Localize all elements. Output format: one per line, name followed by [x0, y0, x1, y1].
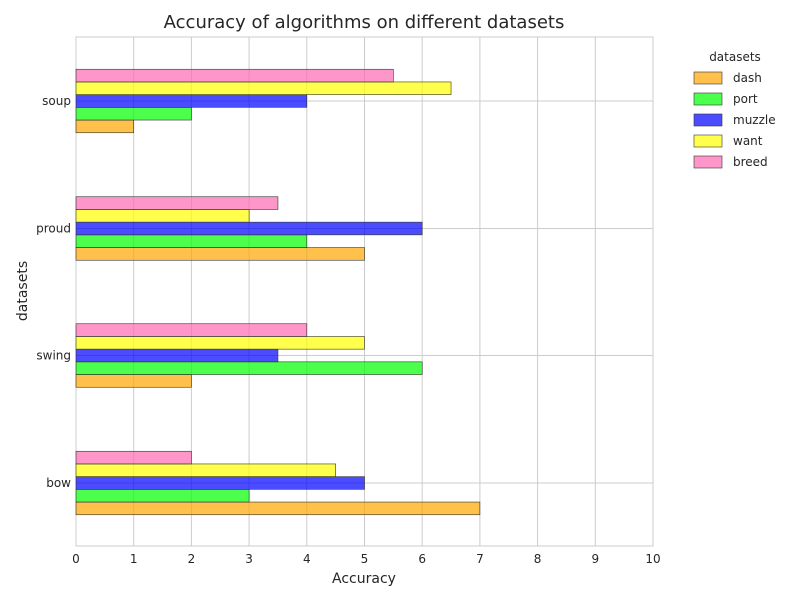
- legend-title: datasets: [709, 50, 761, 64]
- bars: [75, 68, 481, 516]
- bar-breed-swing: [75, 323, 308, 337]
- bar-breed-soup: [75, 68, 394, 83]
- bar-dash-soup: [75, 119, 135, 134]
- legend-swatch-dash: [693, 71, 723, 85]
- x-tick-label: 2: [188, 552, 196, 566]
- bar-dash-swing: [75, 374, 192, 388]
- bar-breed-bow: [75, 450, 192, 465]
- legend-swatch-want: [693, 134, 723, 148]
- legend-swatch-muzzle: [693, 113, 723, 127]
- bar-dash-bow: [75, 501, 481, 516]
- bar-want-bow: [75, 463, 336, 477]
- bar-port-soup: [75, 107, 192, 121]
- bar-want-swing: [75, 336, 365, 350]
- x-tick-label: 7: [476, 552, 484, 566]
- bar-want-proud: [75, 209, 250, 223]
- y-axis-label: datasets: [15, 261, 31, 321]
- x-tick-label: 0: [72, 552, 80, 566]
- bar-breed-proud: [75, 196, 279, 210]
- plot-area-frame: [75, 36, 654, 547]
- y-tick-label: proud: [36, 222, 71, 236]
- y-tick-label: swing: [36, 349, 71, 363]
- x-axis-ticks: 0 1 2 3 4 5 6 7 8 9 10: [72, 552, 660, 566]
- bar-port-swing: [75, 361, 423, 375]
- x-tick-label: 6: [418, 552, 426, 566]
- x-tick-label: 10: [645, 552, 660, 566]
- legend-swatch-breed: [693, 155, 723, 169]
- legend-label-muzzle: muzzle: [733, 113, 776, 127]
- legend-swatch-port: [693, 92, 723, 106]
- x-axis-label: Accuracy: [332, 571, 396, 587]
- legend: datasets dash port muzzle want breed: [693, 50, 776, 169]
- bar-muzzle-swing: [75, 348, 279, 363]
- x-tick-label: 1: [130, 552, 138, 566]
- bar-port-proud: [75, 234, 308, 248]
- x-tick-label: 3: [245, 552, 253, 566]
- y-tick-label: soup: [42, 94, 71, 108]
- x-tick-label: 9: [591, 552, 599, 566]
- chart-title: Accuracy of algorithms on different data…: [164, 12, 565, 33]
- bar-port-bow: [75, 489, 250, 503]
- legend-label-port: port: [733, 92, 758, 106]
- bar-want-soup: [75, 81, 452, 95]
- y-tick-label: bow: [46, 476, 71, 490]
- legend-label-dash: dash: [733, 71, 762, 85]
- legend-label-want: want: [733, 134, 763, 148]
- y-axis-ticks: bow swing proud soup: [36, 94, 71, 490]
- x-tick-label: 8: [534, 552, 542, 566]
- bar-muzzle-soup: [75, 94, 308, 108]
- legend-label-breed: breed: [733, 155, 768, 169]
- x-tick-label: 5: [361, 552, 369, 566]
- bar-muzzle-proud: [75, 221, 423, 236]
- bar-muzzle-bow: [75, 476, 365, 490]
- bar-dash-proud: [75, 247, 365, 261]
- x-tick-label: 4: [303, 552, 311, 566]
